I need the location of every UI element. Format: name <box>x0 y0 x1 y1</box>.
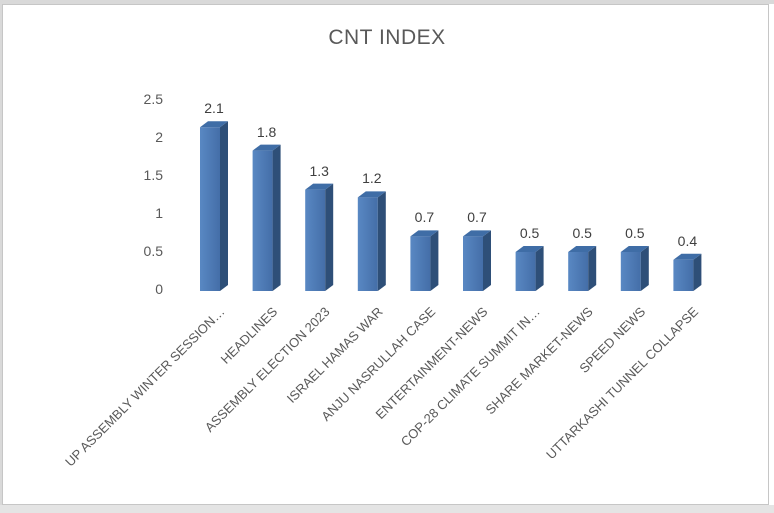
bar-front-face <box>357 197 378 291</box>
bar-column[interactable] <box>673 253 702 291</box>
bar-side-face <box>325 183 334 291</box>
bar-front-face <box>515 252 536 291</box>
bar-top-face <box>463 230 491 237</box>
bar-front-face <box>620 252 641 291</box>
bar-top-face <box>252 144 281 151</box>
bar-column[interactable] <box>357 191 386 291</box>
bar-top-face <box>200 121 228 128</box>
bar-front-face <box>410 236 431 291</box>
bar-top-face <box>357 191 386 198</box>
bar-side-face <box>535 246 544 291</box>
bar-column[interactable] <box>410 230 439 291</box>
bar-column[interactable] <box>252 144 281 291</box>
bar-front-face <box>673 259 694 291</box>
page-edge-top <box>0 0 774 4</box>
bar-top-face <box>568 246 597 252</box>
bar-column[interactable] <box>620 246 649 291</box>
bar-side-face <box>588 246 597 291</box>
bar-column[interactable] <box>200 121 228 291</box>
bar-front-face <box>305 189 326 291</box>
bar-top-face <box>410 230 439 237</box>
bar-side-face <box>377 191 386 291</box>
bar-side-face <box>483 230 491 291</box>
bar-top-face <box>620 246 649 252</box>
bar-side-face <box>272 144 281 291</box>
bar-side-face <box>640 246 649 291</box>
bar-column[interactable] <box>463 230 491 291</box>
bar-front-face <box>200 127 220 291</box>
bar-top-face <box>305 183 334 190</box>
bar-column[interactable] <box>515 246 544 291</box>
page-edge-bottom <box>0 505 774 513</box>
bar-front-face <box>252 150 273 291</box>
page-edge-left <box>0 0 2 505</box>
bar-front-face <box>463 236 483 291</box>
bar-top-face <box>673 253 702 260</box>
bar-side-face <box>693 253 702 291</box>
bar-side-face <box>220 121 228 291</box>
bar-side-face <box>430 230 439 291</box>
bar-column[interactable] <box>305 183 334 291</box>
bar-front-face <box>568 252 589 291</box>
bar-top-face <box>515 246 544 252</box>
bar-column[interactable] <box>568 246 597 291</box>
